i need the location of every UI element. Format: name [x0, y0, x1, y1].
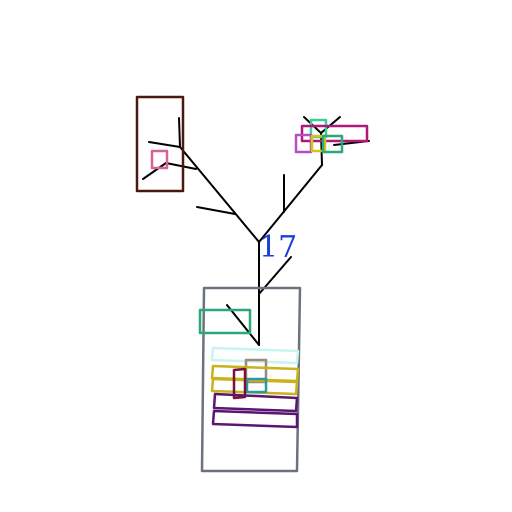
- maroon-box: [232, 367, 247, 400]
- pink-box: [150, 149, 169, 170]
- teal-small-box: [245, 377, 268, 394]
- left-twig-up: [178, 117, 181, 148]
- slate-box: [200, 286, 302, 473]
- purple-box-upper: [212, 392, 299, 413]
- left-main-branch: [179, 146, 260, 243]
- teal-green-box: [321, 134, 344, 154]
- right-twig-stem: [320, 132, 323, 166]
- green-box-left: [198, 308, 252, 335]
- left-twig-right: [165, 162, 197, 170]
- purple-box-lower: [211, 409, 299, 429]
- dark-brown-box: [135, 95, 185, 193]
- mint-box: [309, 118, 328, 139]
- violet-box: [294, 133, 313, 154]
- left-sub-branch: [196, 206, 236, 215]
- right-main-branch: [258, 164, 323, 243]
- branch-number-label: 17: [259, 230, 297, 265]
- annotation-boxes: [135, 95, 369, 473]
- left-twig-left: [148, 141, 181, 148]
- left-twig-down: [142, 162, 167, 180]
- gold-box-lower: [210, 377, 299, 396]
- pale-cyan-box: [210, 346, 300, 365]
- lower-left-branch: [226, 304, 260, 346]
